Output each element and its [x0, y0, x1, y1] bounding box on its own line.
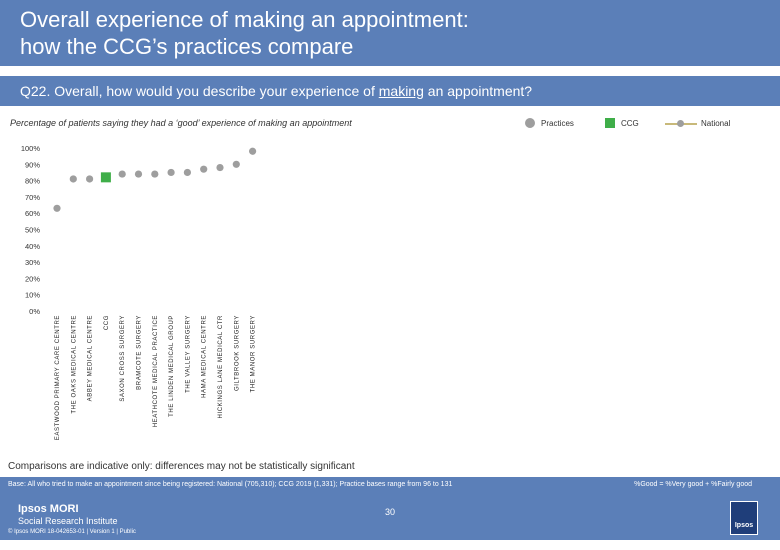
question-underlined: making	[378, 83, 424, 99]
y-tick-label: 60%	[25, 209, 40, 218]
ccg-point	[100, 172, 111, 183]
practice-point	[69, 175, 77, 183]
logo-name: Ipsos MORI	[18, 503, 79, 515]
x-category-label: GILTBROOK SURGERY	[234, 315, 240, 391]
question-suffix: an appointment?	[423, 83, 533, 99]
chart-subtitle: Percentage of patients saying they had a…	[10, 118, 352, 128]
practice-point	[216, 163, 224, 172]
x-category-label: BRAMCOTE SURGERY	[137, 315, 143, 390]
x-category-label: ABBEY MEDICAL CENTRE	[88, 315, 94, 401]
x-category-label: HAMA MEDICAL CENTRE	[202, 315, 208, 398]
y-tick-label: 90%	[25, 160, 40, 169]
y-tick-label: 10%	[25, 291, 40, 300]
y-axis: 0% 10% 20% 30% 40% 50% 60% 70% 80% 90% 100%	[21, 144, 41, 316]
x-axis: EASTWOOD PRIMARY CARE CENTRE THE OAKS MED…	[55, 315, 257, 440]
legend-ccg-label: CCG	[621, 119, 639, 128]
comparison-note: Comparisons are indicative only: differe…	[8, 461, 355, 472]
y-tick-label: 30%	[25, 258, 40, 267]
y-tick-label: 50%	[25, 226, 40, 235]
chart-marks	[53, 147, 257, 212]
y-tick-label: 70%	[25, 193, 40, 202]
logo-subtitle: Social Research Institute	[18, 516, 118, 526]
x-category-label: CCG	[104, 315, 110, 330]
copyright-text: © Ipsos MORI 18-042653-01 | Version 1 | …	[8, 529, 136, 535]
chart-legend: Practices CCG National	[525, 115, 775, 131]
practice-point	[86, 175, 94, 183]
x-category-label: HEATHCOTE MEDICAL PRACTICE	[153, 315, 159, 427]
page-number: 30	[385, 507, 396, 517]
page-title: Overall experience of making an appointm…	[20, 7, 469, 59]
practice-point	[183, 168, 191, 177]
y-tick-label: 20%	[25, 274, 40, 283]
base-note: Base: All who tried to make an appointme…	[8, 481, 453, 488]
legend-national-label: National	[701, 119, 731, 128]
question-text: Q22. Overall, how would you describe you…	[20, 83, 532, 99]
x-category-label: THE MANOR SURGERY	[251, 315, 257, 392]
header-band: Overall experience of making an appointm…	[0, 0, 780, 66]
footer-band: Base: All who tried to make an appointme…	[0, 477, 780, 540]
x-category-label: EASTWOOD PRIMARY CARE CENTRE	[55, 315, 61, 440]
practice-point	[200, 165, 208, 173]
question-bar: Q22. Overall, how would you describe you…	[0, 76, 780, 106]
x-category-label: HICKINGS LANE MEDICAL CTR	[218, 315, 224, 419]
y-tick-label: 100%	[21, 144, 41, 153]
y-tick-label: 40%	[25, 242, 40, 251]
x-category-label: THE VALLEY SURGERY	[185, 315, 191, 393]
national-dot-icon	[677, 120, 684, 127]
practice-point	[134, 170, 143, 178]
x-category-label: THE LINDEN MEDICAL GROUP	[169, 315, 175, 417]
practice-point	[167, 168, 175, 177]
ipsos-logo-icon: Ipsos	[730, 501, 758, 535]
x-category-label: SAXON CROSS SURGERY	[120, 315, 126, 402]
y-tick-label: 0%	[29, 307, 40, 316]
chart-area: 0% 10% 20% 30% 40% 50% 60% 70% 80% 90% 100% EASTWO…	[21, 144, 257, 440]
practice-point	[151, 170, 159, 178]
y-tick-label: 80%	[25, 177, 40, 186]
good-definition: %Good = %Very good + %Fairly good	[634, 481, 752, 488]
practice-point	[53, 204, 61, 212]
question-prefix: Q22. Overall, how would you describe you…	[20, 83, 379, 99]
practice-point	[232, 160, 240, 168]
practice-point	[118, 170, 126, 178]
ccg-marker-icon	[605, 118, 615, 128]
x-category-label: THE OAKS MEDICAL CENTRE	[71, 315, 77, 414]
legend-practices-label: Practices	[541, 119, 574, 128]
practice-point	[249, 147, 257, 155]
practice-marker-icon	[525, 118, 535, 128]
